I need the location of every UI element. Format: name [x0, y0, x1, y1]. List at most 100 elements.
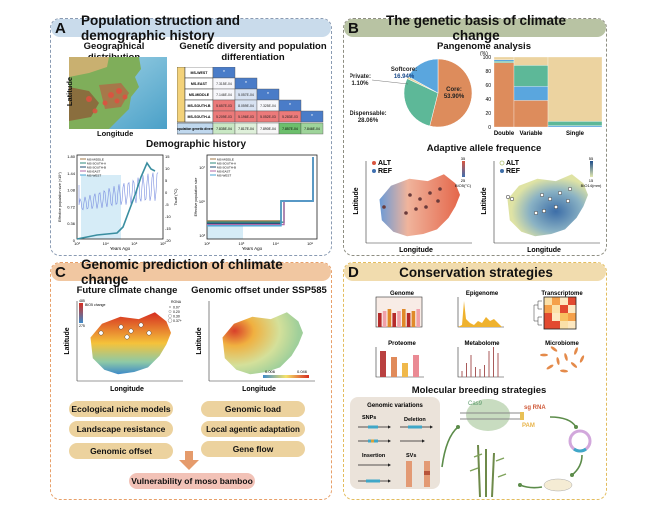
- y-label: Latitude: [64, 327, 71, 354]
- bar-segment: [547, 56, 603, 122]
- genomic-variations-box: Genomic variations SNPs Deletion Insertion S…: [350, 397, 440, 489]
- gv-type-label: Deletion: [404, 417, 426, 423]
- heatmap-cell: [568, 313, 576, 321]
- arrowhead: [574, 425, 578, 429]
- x-tick: Single: [566, 131, 585, 137]
- y-tick: 1.44: [67, 171, 76, 176]
- pi-value: 7.890E-04: [260, 127, 276, 131]
- y-tick: 10³: [199, 233, 205, 238]
- scale-top: 485: [79, 299, 85, 303]
- fst-value: *: [245, 81, 247, 87]
- y2-tick: 5: [165, 178, 168, 183]
- y-tick: 0: [488, 125, 491, 131]
- pi-value: 7.817E-04: [238, 127, 254, 131]
- petri-dish: [543, 478, 573, 492]
- panel-title: Genomic prediction of chlimate change: [81, 257, 283, 287]
- y-tick: 20: [485, 111, 491, 117]
- go-title: Genomic offset under SSP585: [191, 285, 327, 296]
- gv-type-label: SNPs: [362, 415, 376, 421]
- scale-label: BIO5(°C): [455, 183, 472, 188]
- heatmap-cell: [568, 321, 576, 329]
- legend-label: MS-MIDDLE: [217, 158, 234, 162]
- pill-vulnerability: Vulnerability of moso bamboo: [129, 473, 255, 489]
- legend-alt: ALT: [506, 160, 520, 167]
- demo-chart-2: 10⁷ 10⁵ 10³ 10² 10³ 10⁴ 10⁵ Years Ago Effective …: [191, 151, 331, 251]
- y-tick: 10⁷: [199, 165, 205, 170]
- ne-line: [76, 161, 156, 240]
- y-tick: 0: [73, 238, 76, 243]
- panel-a-header: A Population struction and demographic h…: [51, 13, 331, 43]
- legend-label: MS-EAST: [87, 170, 101, 174]
- bar-segment: [547, 121, 603, 126]
- genome-bar: [411, 311, 416, 327]
- arrowhead: [570, 473, 574, 477]
- geo-map: [69, 57, 167, 129]
- x-label: Longitude: [242, 386, 276, 393]
- epigenome-peaks: [458, 301, 502, 327]
- legend-label: MS-WEST: [87, 174, 101, 178]
- fst-side-label: [176, 66, 186, 123]
- bar-segment: [513, 100, 549, 128]
- fst-value: *: [267, 92, 269, 98]
- pi-value: 7.835E-04: [216, 127, 232, 131]
- gv-segment: [408, 425, 422, 429]
- fst-value: 5.657E-03: [216, 104, 232, 108]
- y-tick: 0.36: [67, 221, 76, 226]
- genome-bar: [387, 309, 392, 327]
- proteome-bar: [391, 357, 397, 377]
- heatmap-cell: [560, 321, 568, 329]
- pill-gene-flow: Gene flow: [201, 441, 305, 457]
- y2-label: Tsurf (°C): [173, 188, 178, 206]
- geo-xlabel: Longitude: [97, 129, 134, 138]
- sample-point: [553, 204, 559, 210]
- legend-label: MS-SOUTH-A: [87, 162, 106, 166]
- microbe: [550, 346, 558, 352]
- pie-label: Dispensable:: [350, 111, 387, 117]
- y-label: Effective population size (×10⁴): [58, 172, 62, 222]
- y-tick: 1.08: [67, 188, 76, 193]
- y-tick: 40: [485, 97, 491, 103]
- sample-point: [438, 187, 442, 191]
- microbe: [560, 369, 568, 373]
- cas9-blob: [466, 399, 510, 431]
- bamboo-stalk: [491, 452, 495, 498]
- dendrogram: [533, 300, 542, 326]
- omics-label: Proteome: [388, 341, 416, 347]
- cycle-arrow: [571, 454, 583, 476]
- fst-value: 7.315E-04: [216, 82, 232, 86]
- legend-ref-dot: [500, 169, 504, 173]
- pie-value: 28.06%: [358, 118, 379, 124]
- gv-segment: [366, 479, 380, 483]
- genome-bar: [378, 313, 382, 327]
- pie-label: Core:: [446, 87, 462, 93]
- arrowhead: [388, 479, 391, 483]
- cycle-arrow: [519, 484, 543, 489]
- rona-point: [118, 324, 124, 330]
- bar-segment: [547, 125, 603, 128]
- gv-type-label: Insertion: [362, 453, 386, 459]
- y-tick: 10⁵: [199, 199, 205, 204]
- arrowhead: [518, 483, 522, 487]
- bamboo-leaf: [495, 457, 505, 462]
- rona-value: 0.37+: [173, 319, 182, 323]
- omics-label: Genome: [390, 291, 415, 297]
- proteome-bar: [402, 363, 408, 377]
- bio14-map: Longitude Latitude ALT REF 55 15 BIO14(mm): [478, 155, 604, 255]
- pam-label: PAM: [522, 423, 535, 429]
- sv-chrom: [406, 461, 412, 487]
- pi-value: 7.846E-04: [304, 127, 320, 131]
- pan-title: Pangenome analysis: [437, 41, 531, 52]
- scale-min: 0.006: [265, 369, 276, 374]
- panel-letter: C: [55, 263, 66, 281]
- x-tick: Variable: [519, 131, 543, 137]
- y2-tick: -10: [165, 214, 172, 219]
- pie-value: 16.94%: [394, 74, 415, 80]
- legend-label: MS-SOUTH-B: [217, 166, 236, 170]
- rona-value: 0.30: [173, 315, 180, 319]
- arrowhead: [422, 439, 425, 443]
- x-label: Longitude: [399, 247, 433, 254]
- fst-value: 8.059E-04: [238, 104, 254, 108]
- fst-value: 5.196E-03: [238, 115, 254, 119]
- x-tick: Double: [494, 131, 515, 137]
- pop-name: MS-WEST: [191, 71, 209, 75]
